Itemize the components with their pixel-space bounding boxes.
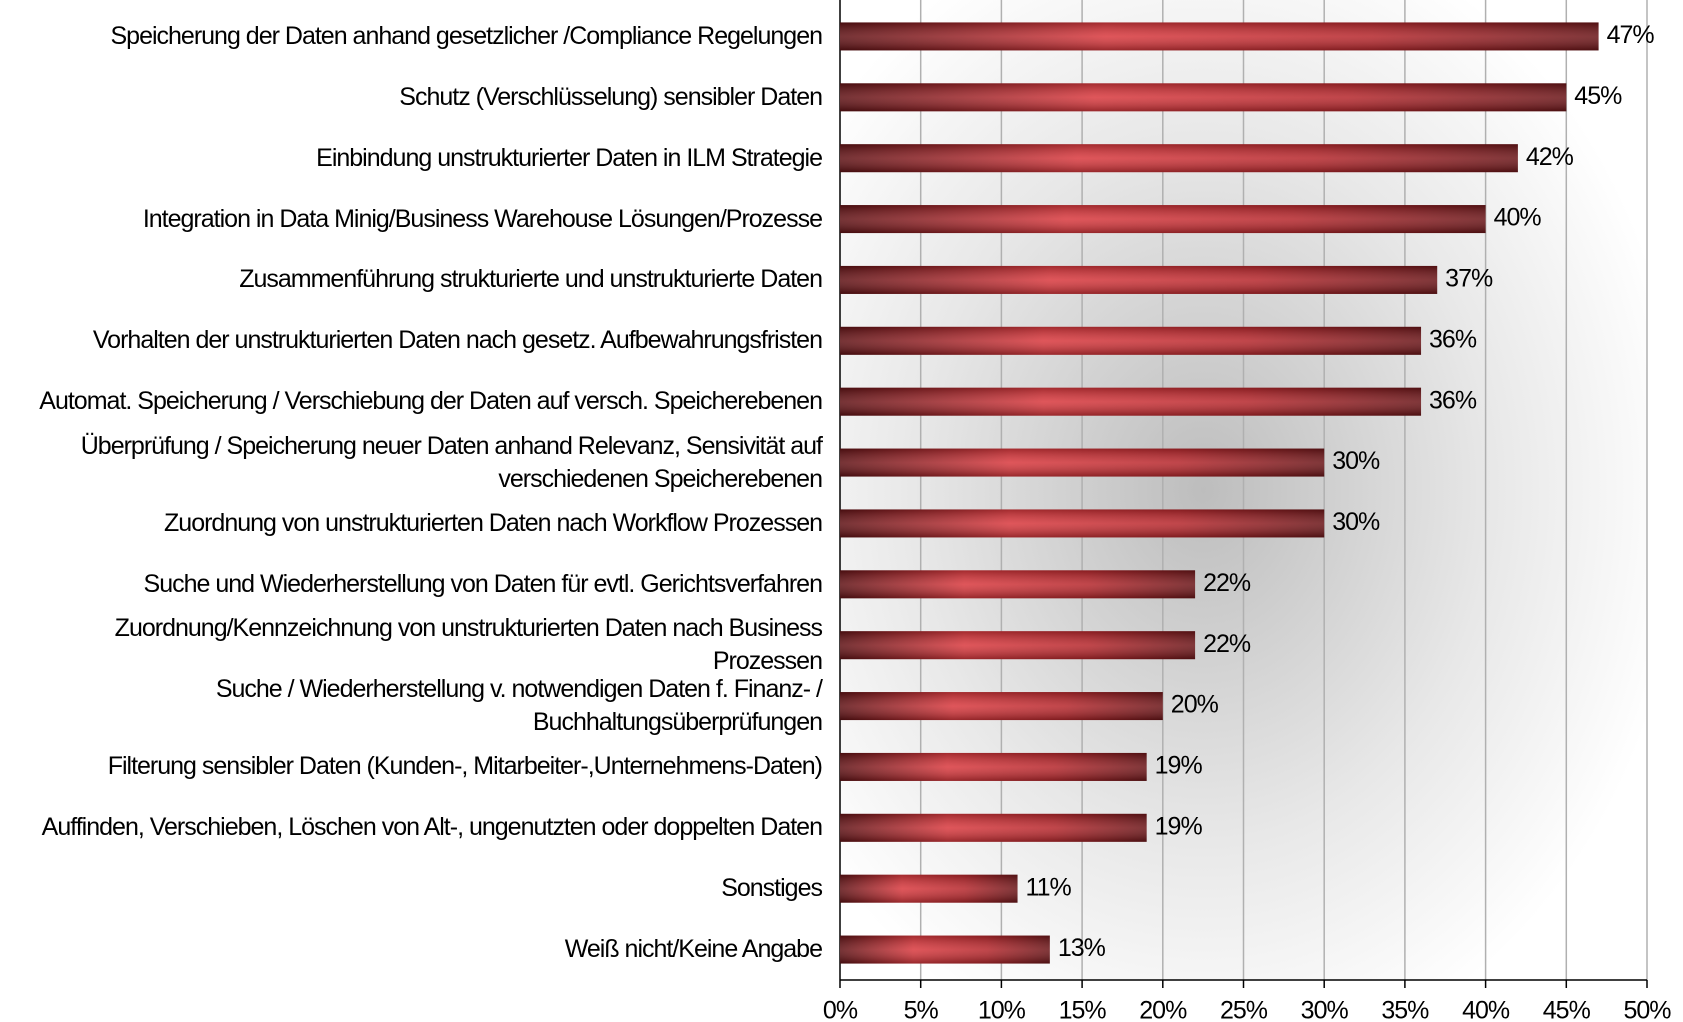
bar-shine	[840, 144, 1518, 173]
category-text: Suche / Wiederherstellung v. notwendigen…	[215, 675, 823, 737]
bar-shine	[840, 692, 1163, 721]
value-label: 42%	[1526, 143, 1574, 171]
y-tick-label: Einbindung unstrukturierter Daten in ILM…	[4, 128, 823, 189]
y-tick-label: Integration in Data Minig/Business Wareh…	[4, 189, 823, 250]
x-tick-label: 20%	[1139, 997, 1187, 1022]
category-text: Zuordnung von unstrukturierten Daten nac…	[164, 508, 823, 537]
y-tick-label: Speicherung der Daten anhand gesetzliche…	[4, 6, 823, 67]
category-text: Automat. Speicherung / Verschiebung der …	[39, 387, 823, 416]
y-tick-label: Auffinden, Verschieben, Löschen von Alt-…	[4, 797, 823, 858]
bar-shine	[840, 387, 1422, 416]
category-text: Integration in Data Minig/Business Wareh…	[142, 204, 823, 233]
value-label: 37%	[1445, 265, 1493, 293]
category-text: Zuordnung/Kennzeichnung von unstrukturie…	[114, 614, 823, 676]
x-tick-label: 0%	[823, 997, 858, 1022]
y-tick-label: Filterung sensibler Daten (Kunden-, Mita…	[4, 737, 823, 798]
x-tick-label: 40%	[1462, 997, 1510, 1022]
bar-shine	[840, 22, 1599, 51]
y-tick-label: Weiß nicht/Keine Angabe	[4, 919, 823, 980]
value-label: 13%	[1058, 934, 1106, 962]
category-text: Sonstiges	[721, 874, 823, 903]
y-tick-label: Zuordnung/Kennzeichnung von unstrukturie…	[4, 614, 823, 676]
x-tick-label: 35%	[1381, 997, 1429, 1022]
value-label: 11%	[1026, 873, 1072, 901]
y-tick-label: Automat. Speicherung / Verschiebung der …	[4, 371, 823, 432]
bar-shine	[840, 326, 1422, 355]
value-label: 40%	[1494, 204, 1542, 232]
category-text: Weiß nicht/Keine Angabe	[564, 935, 823, 964]
bar-shine	[840, 813, 1147, 842]
x-tick-label: 10%	[978, 997, 1026, 1022]
category-text: Zusammenführung strukturierte und unstru…	[239, 265, 823, 294]
y-tick-label: Zuordnung von unstrukturierten Daten nac…	[4, 493, 823, 554]
category-text: Auffinden, Verschieben, Löschen von Alt-…	[41, 813, 823, 842]
category-text: Schutz (Verschlüsselung) sensibler Daten	[399, 82, 823, 111]
category-text: Speicherung der Daten anhand gesetzliche…	[110, 21, 823, 50]
value-label: 36%	[1429, 325, 1477, 353]
value-label: 19%	[1155, 812, 1203, 840]
y-tick-label: Suche / Wiederherstellung v. notwendigen…	[4, 675, 823, 737]
value-label: 30%	[1332, 447, 1380, 475]
value-label: 22%	[1203, 569, 1251, 597]
y-tick-label: Suche und Wiederherstellung von Daten fü…	[4, 554, 823, 615]
value-label: 45%	[1574, 82, 1622, 110]
x-tick-label: 30%	[1301, 997, 1349, 1022]
y-tick-label: Vorhalten der unstrukturierten Daten nac…	[4, 310, 823, 371]
category-text: Überprüfung / Speicherung neuer Daten an…	[80, 431, 823, 493]
value-label: 47%	[1607, 21, 1655, 49]
bar-shine	[840, 265, 1438, 294]
value-label: 19%	[1155, 752, 1203, 780]
x-tick-label: 50%	[1623, 997, 1671, 1022]
y-tick-label: Überprüfung / Speicherung neuer Daten an…	[4, 431, 823, 493]
x-tick-label: 5%	[904, 997, 939, 1022]
bar-shine	[840, 752, 1147, 781]
y-tick-label: Schutz (Verschlüsselung) sensibler Daten	[4, 67, 823, 128]
y-tick-label: Sonstiges	[4, 858, 823, 919]
value-label: 30%	[1332, 508, 1380, 536]
value-label: 36%	[1429, 386, 1477, 414]
value-label: 22%	[1203, 630, 1251, 658]
category-text: Vorhalten der unstrukturierten Daten nac…	[92, 326, 823, 355]
x-tick-label: 15%	[1059, 997, 1107, 1022]
bar-shine	[840, 83, 1567, 112]
bar-shine	[840, 205, 1486, 234]
y-tick-label: Zusammenführung strukturierte und unstru…	[4, 250, 823, 311]
bar-shine	[840, 874, 1018, 903]
category-text: Filterung sensibler Daten (Kunden-, Mita…	[107, 752, 823, 781]
bar-shine	[840, 631, 1196, 660]
bar-shine	[840, 509, 1325, 538]
x-tick-label: 25%	[1220, 997, 1268, 1022]
bar-shine	[840, 570, 1196, 599]
bar-shine	[840, 935, 1050, 964]
category-text: Suche und Wiederherstellung von Daten fü…	[143, 569, 823, 598]
bar-shine	[840, 448, 1325, 477]
x-tick-label: 45%	[1543, 997, 1591, 1022]
value-label: 20%	[1171, 691, 1219, 719]
category-text: Einbindung unstrukturierter Daten in ILM…	[316, 143, 823, 172]
